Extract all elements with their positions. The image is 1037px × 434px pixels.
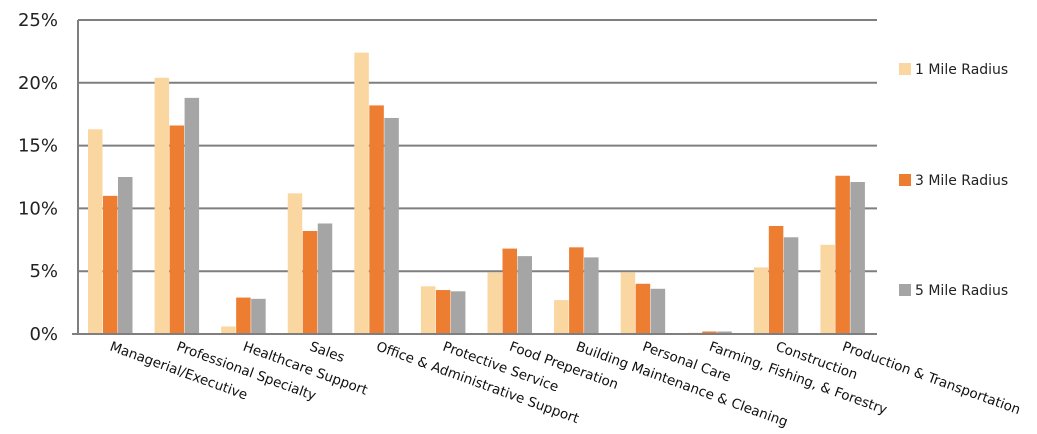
legend-swatch [899,174,911,186]
bar [435,290,451,334]
y-tick-labels: 0% 5% 10% 15% 20% 25% [18,10,58,345]
legend: 1 Mile Radius 3 Mile Radius 5 Mile Radius [899,62,1008,299]
bar [850,182,865,334]
bar [783,237,799,334]
bar [184,97,200,334]
bar [768,225,784,334]
bar [88,129,103,334]
bar [287,193,303,334]
legend-swatch [899,284,911,296]
y-tick-label: 10% [18,198,58,219]
bar [154,77,170,334]
bar [317,223,333,334]
bar [354,52,369,334]
y-tick-label: 0% [29,324,58,345]
bar [717,331,732,334]
bars [88,52,865,335]
bar [517,256,532,334]
bar [554,300,569,334]
bar [369,105,384,335]
axes [72,20,877,335]
bar [302,231,318,334]
bar [236,297,251,334]
bar [502,248,517,334]
gridlines [78,19,877,273]
bar [620,272,636,334]
y-tick-label: 15% [18,136,58,157]
bar [753,267,769,334]
bar [487,272,502,334]
legend-label: 3 Mile Radius [915,173,1008,189]
bar [450,291,466,334]
y-tick-label: 20% [18,73,58,94]
bar [584,257,599,334]
bar [118,177,133,334]
legend-swatch [899,63,911,75]
bar [820,244,835,334]
bar [650,288,666,334]
bar [420,286,436,334]
bar [384,117,399,334]
bar [221,326,236,334]
bar [702,331,717,334]
bar [835,175,850,334]
bar [103,195,118,334]
bar [635,283,651,334]
bar [569,247,584,334]
legend-label: 5 Mile Radius [915,283,1008,299]
y-tick-label: 25% [18,10,58,31]
bar [251,298,266,334]
x-tick-label: Sales [307,339,346,366]
legend-label: 1 Mile Radius [915,62,1008,78]
y-tick-label: 5% [29,261,58,282]
bar [169,125,185,334]
